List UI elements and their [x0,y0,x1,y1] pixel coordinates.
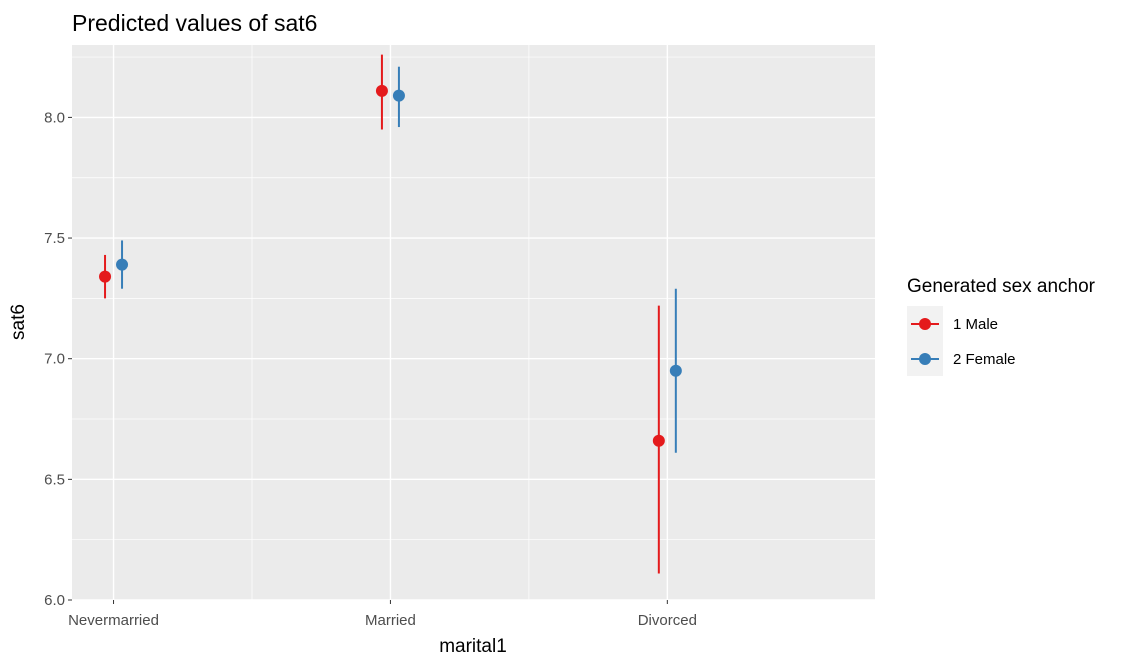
y-tick-label: 7.5 [44,230,65,247]
x-tick-label: Divorced [638,612,697,629]
legend: Generated sex anchor 1 Male 2 Female [907,276,1096,376]
y-tick-label: 6.5 [44,471,65,488]
legend-key-background [907,306,943,376]
legend-key-point [919,318,931,330]
data-marks [99,54,682,574]
x-tick-label: Married [365,612,416,629]
y-axis-title: sat6 [8,304,29,340]
x-tick-label: Nevermarried [68,612,159,629]
y-tick-label: 7.0 [44,351,65,368]
legend-label: 2 Female [953,351,1016,368]
y-axis: 6.0 6.5 7.0 7.5 8.0 [44,109,72,609]
data-point [116,258,129,271]
y-tick-label: 6.0 [44,592,65,609]
data-point [99,270,112,283]
plot-panel [72,45,875,600]
grid-major [72,45,875,601]
x-axis: Nevermarried Married Divorced [68,600,697,629]
y-tick-label: 8.0 [44,109,65,126]
legend-key-point [919,353,931,365]
x-axis-title: marital1 [439,636,507,657]
grid-minor [72,45,875,600]
data-point [392,89,405,102]
legend-title: Generated sex anchor [907,276,1096,297]
data-point [375,84,388,97]
data-point [669,364,682,377]
data-point [652,434,665,447]
chart-title: Predicted values of sat6 [72,10,317,36]
legend-label: 1 Male [953,316,998,333]
